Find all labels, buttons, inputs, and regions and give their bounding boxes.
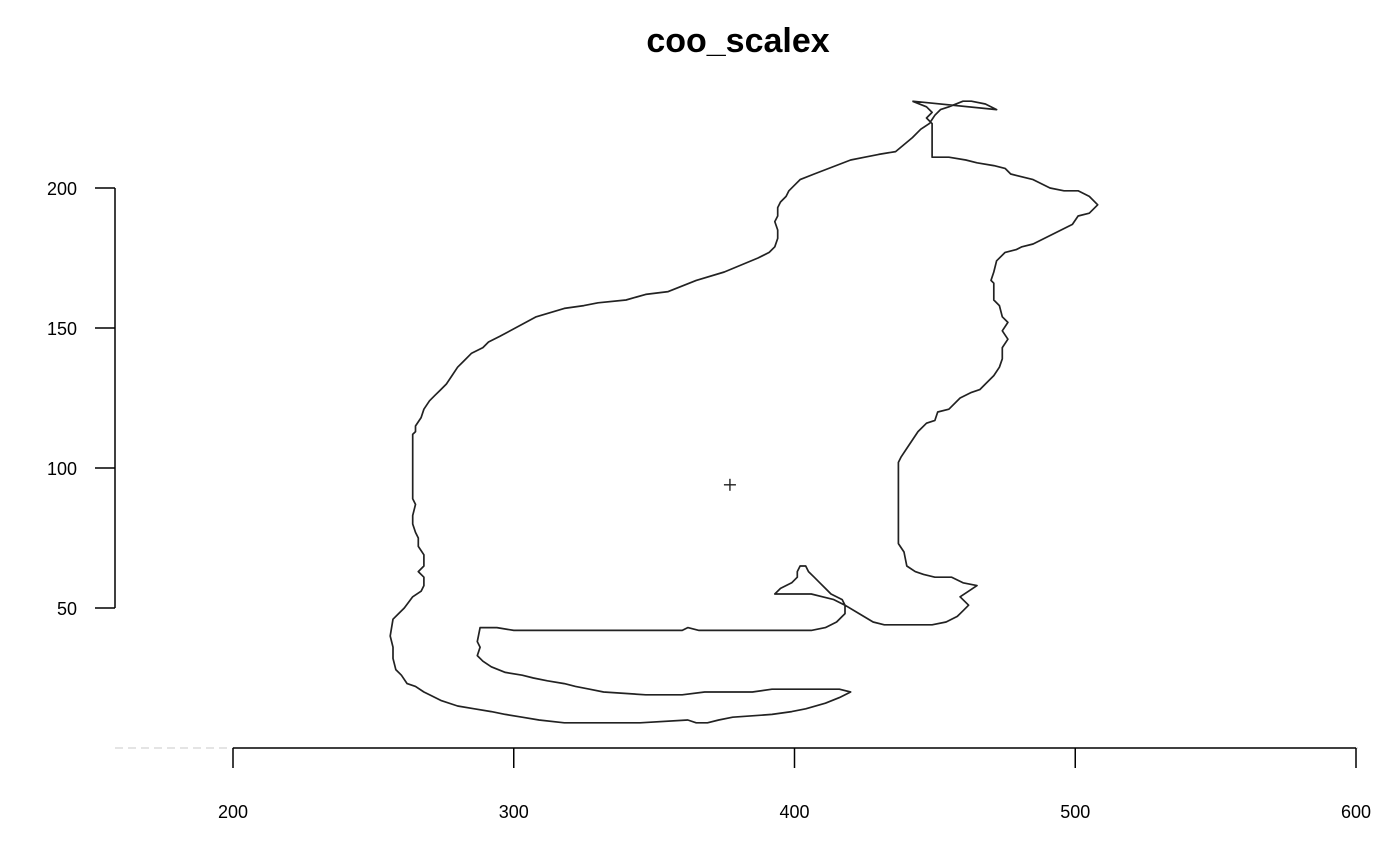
x-tick-label: 200 bbox=[218, 802, 248, 822]
centroid-marker bbox=[723, 478, 736, 491]
shape-outline bbox=[389, 100, 1099, 724]
y-tick-label: 150 bbox=[47, 319, 77, 339]
x-tick-label: 500 bbox=[1060, 802, 1090, 822]
x-tick-label: 400 bbox=[779, 802, 809, 822]
x-tick-label: 600 bbox=[1341, 802, 1371, 822]
y-tick-label: 200 bbox=[47, 179, 77, 199]
y-tick-label: 100 bbox=[47, 459, 77, 479]
y-axis: 50 100 150 200 bbox=[47, 179, 116, 619]
series-layer bbox=[389, 100, 1099, 724]
x-axis: 200 300 400 500 600 bbox=[115, 747, 1371, 822]
x-tick-label: 300 bbox=[499, 802, 529, 822]
chart-title: coo_scalex bbox=[646, 22, 829, 60]
y-tick-label: 50 bbox=[57, 599, 77, 619]
